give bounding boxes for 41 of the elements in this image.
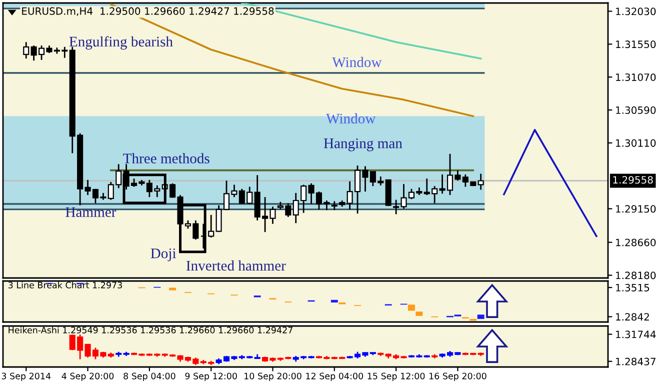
x-tick-label: 4 Sep 20:00: [62, 372, 114, 382]
annotation: Engulfing bearish: [69, 36, 173, 50]
candlestick: [478, 173, 484, 190]
y-tick-label: 1.31744: [616, 330, 656, 338]
annotation: Window: [332, 56, 382, 68]
annotation: Window: [326, 113, 376, 124]
annotation: Inverted hammer: [186, 260, 286, 271]
annotation: Doji: [150, 248, 176, 262]
y-tick-label: 1.3515: [616, 284, 650, 292]
y-tick-label: 1.32030: [616, 8, 656, 16]
x-tick-label: 8 Sep 04:00: [124, 372, 176, 382]
y-tick-label: 1.31070: [616, 73, 656, 82]
bar: [416, 312, 423, 316]
candlestick: [331, 200, 338, 211]
ref-line-label: 1.29558: [613, 176, 653, 184]
annotation: Hammer: [66, 207, 116, 218]
candlestick: [23, 41, 30, 60]
x-tick-label: 3 Sep 2014: [2, 372, 51, 382]
y-tick-label: 1.28660: [616, 238, 656, 246]
bar: [169, 288, 176, 290]
y-tick-label: 1.29150: [616, 205, 656, 213]
bar: [408, 304, 415, 311]
y-tick-label: 1.28437: [616, 358, 656, 366]
chart-title: EURUSD.m,H4 1.29500 1.29660 1.29427 1.29558: [22, 7, 274, 16]
y-tick-label: 1.2842: [616, 313, 649, 321]
bar: [477, 314, 484, 319]
y-tick-label: 1.31550: [616, 40, 656, 48]
chart-title: Heiken-Ashi 1.29549 1.29536 1.29536 1.29660 1.29660 1.29427: [8, 326, 292, 334]
x-tick-label: 16 Sep 20:00: [429, 372, 486, 382]
chart-title: 3 Line Break Chart 1.2973: [8, 282, 122, 288]
candlestick: [254, 354, 260, 360]
x-tick-label: 15 Sep 12:00: [368, 372, 425, 382]
x-tick-label: 9 Sep 12:00: [185, 372, 237, 382]
x-tick-label: 10 Sep 20:00: [244, 372, 302, 382]
x-tick-label: 12 Sep 04:00: [306, 372, 364, 382]
y-tick-label: 1.30110: [616, 139, 656, 147]
annotation: Hanging man: [324, 138, 402, 152]
y-tick-label: 1.30590: [616, 106, 656, 114]
bar: [330, 300, 338, 302]
annotation: Three methods: [123, 153, 210, 164]
y-tick-label: 1.28180: [616, 272, 656, 280]
